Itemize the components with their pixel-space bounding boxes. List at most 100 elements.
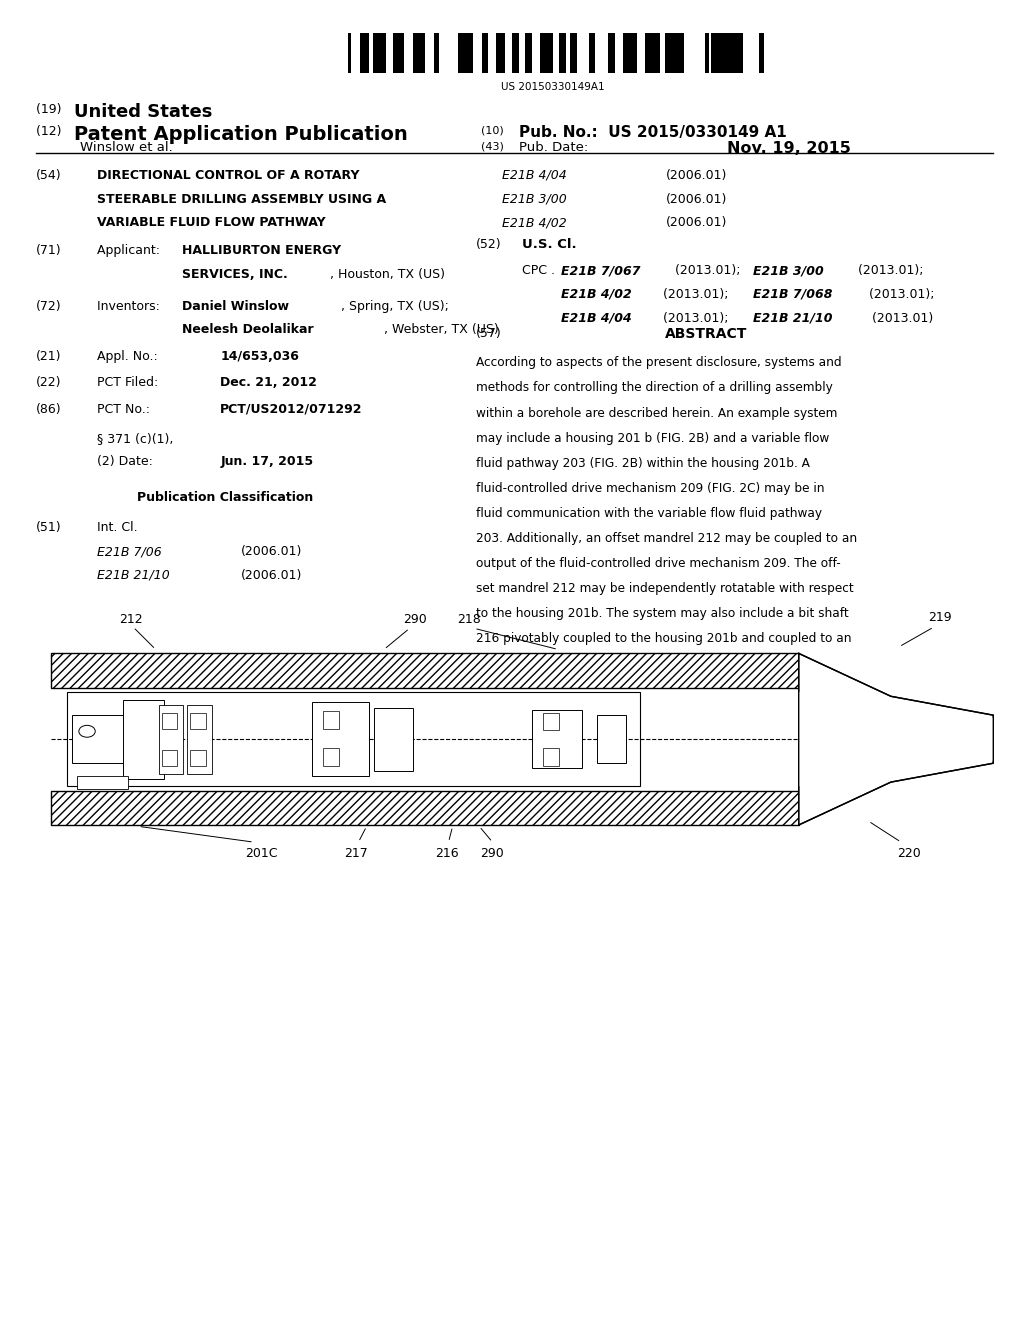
Bar	[551, 33, 553, 73]
Text: (21): (21)	[36, 350, 61, 363]
Text: methods for controlling the direction of a drilling assembly: methods for controlling the direction of…	[476, 381, 833, 395]
Text: (2006.01): (2006.01)	[241, 545, 302, 558]
Bar	[162, 713, 177, 729]
Bar	[422, 33, 425, 73]
Text: (71): (71)	[36, 244, 61, 257]
Bar	[162, 750, 177, 766]
Text: Pub. No.:  US 2015/0330149 A1: Pub. No.: US 2015/0330149 A1	[519, 125, 786, 140]
Bar	[611, 33, 614, 73]
Bar	[312, 702, 369, 776]
Bar	[434, 33, 439, 73]
Text: 220: 220	[897, 847, 922, 861]
Bar	[726, 33, 732, 73]
Bar	[461, 33, 463, 73]
Text: (2013.01): (2013.01)	[868, 312, 934, 325]
Text: set mandrel 212 may be independently rotatable with respect: set mandrel 212 may be independently rot…	[476, 582, 854, 595]
Text: E21B 3/00: E21B 3/00	[753, 264, 823, 277]
Text: , Spring, TX (US);: , Spring, TX (US);	[341, 300, 449, 313]
Bar	[516, 33, 519, 73]
Bar	[458, 33, 461, 73]
Text: may include a housing 201 b (FIG. 2B) and a variable flow: may include a housing 201 b (FIG. 2B) an…	[476, 432, 829, 445]
Text: Applicant:: Applicant:	[97, 244, 164, 257]
Text: (72): (72)	[36, 300, 61, 313]
Bar	[666, 33, 668, 73]
Bar	[532, 710, 582, 768]
Text: (52): (52)	[476, 238, 502, 251]
Bar	[573, 33, 577, 73]
Bar	[398, 33, 403, 73]
Text: Publication Classification: Publication Classification	[137, 491, 313, 504]
Text: (86): (86)	[36, 403, 61, 416]
Text: fluid communication with the variable flow fluid pathway: fluid communication with the variable fl…	[476, 507, 822, 520]
Text: Dec. 21, 2012: Dec. 21, 2012	[220, 376, 317, 389]
Bar	[348, 33, 350, 73]
Text: output of the fluid-controlled drive mechanism 209. The off-: output of the fluid-controlled drive mec…	[476, 557, 841, 570]
Bar	[467, 33, 473, 73]
Text: Appl. No.:: Appl. No.:	[97, 350, 158, 363]
Text: (2) Date:: (2) Date:	[97, 455, 154, 469]
Text: (2013.01);: (2013.01);	[659, 288, 733, 301]
Text: Neelesh Deolalikar: Neelesh Deolalikar	[182, 323, 314, 337]
Bar	[656, 33, 660, 73]
Text: 290: 290	[402, 612, 427, 626]
Text: ABSTRACT: ABSTRACT	[666, 327, 748, 342]
Bar	[732, 33, 738, 73]
Text: (2006.01): (2006.01)	[666, 216, 727, 230]
Text: E21B 3/00: E21B 3/00	[502, 193, 566, 206]
Bar	[187, 705, 212, 774]
Text: fluid-controlled drive mechanism 209 (FIG. 2C) may be in: fluid-controlled drive mechanism 209 (FI…	[476, 482, 824, 495]
Text: 212: 212	[119, 612, 143, 626]
Text: E21B 7/068: E21B 7/068	[753, 288, 833, 301]
Bar	[417, 33, 422, 73]
Text: (10): (10)	[481, 125, 508, 136]
Text: (22): (22)	[36, 376, 61, 389]
Bar	[377, 33, 383, 73]
Text: § 371 (c)(1),: § 371 (c)(1),	[97, 432, 174, 445]
Bar	[496, 33, 502, 73]
Text: According to aspects of the present disclosure, systems and: According to aspects of the present disc…	[476, 356, 842, 370]
Bar	[413, 33, 417, 73]
Text: PCT Filed:: PCT Filed:	[97, 376, 159, 389]
Bar	[711, 33, 717, 73]
Bar	[717, 33, 721, 73]
Text: (19): (19)	[36, 103, 66, 116]
Text: HALLIBURTON ENERGY: HALLIBURTON ENERGY	[182, 244, 341, 257]
Bar	[360, 33, 367, 73]
Bar	[67, 692, 640, 787]
Text: 218: 218	[457, 612, 481, 626]
Bar	[589, 33, 595, 73]
Text: E21B 4/02: E21B 4/02	[561, 288, 632, 301]
Bar	[512, 33, 516, 73]
Text: (2013.01);: (2013.01);	[659, 312, 733, 325]
Text: Inventors:: Inventors:	[97, 300, 164, 313]
Text: CPC .: CPC .	[522, 264, 563, 277]
Bar	[323, 711, 339, 729]
Text: Patent Application Publication: Patent Application Publication	[74, 125, 408, 144]
Bar	[159, 705, 183, 774]
Text: , Webster, TX (US): , Webster, TX (US)	[384, 323, 499, 337]
Bar	[367, 33, 370, 73]
Text: PCT/US2012/071292: PCT/US2012/071292	[220, 403, 362, 416]
Bar	[759, 33, 764, 73]
Bar	[51, 653, 799, 688]
Text: 217: 217	[344, 847, 369, 861]
Text: E21B 4/04: E21B 4/04	[502, 169, 566, 182]
Text: within a borehole are described herein. An example system: within a borehole are described herein. …	[476, 407, 838, 420]
Bar	[525, 33, 531, 73]
Text: SERVICES, INC.: SERVICES, INC.	[182, 268, 288, 281]
Bar	[77, 776, 128, 789]
Text: E21B 21/10: E21B 21/10	[97, 569, 170, 582]
Text: 290: 290	[479, 847, 504, 861]
Text: Jun. 17, 2015: Jun. 17, 2015	[220, 455, 313, 469]
Text: US 20150330149A1: US 20150330149A1	[501, 82, 605, 92]
Text: (54): (54)	[36, 169, 61, 182]
Text: 14/653,036: 14/653,036	[220, 350, 299, 363]
Text: E21B 21/10: E21B 21/10	[753, 312, 833, 325]
Text: 219: 219	[928, 611, 952, 624]
Text: (2013.01);: (2013.01);	[865, 288, 935, 301]
Text: E21B 7/067: E21B 7/067	[561, 264, 641, 277]
Text: Int. Cl.: Int. Cl.	[97, 521, 138, 535]
Text: (2006.01): (2006.01)	[241, 569, 302, 582]
Bar	[123, 700, 164, 779]
Text: PCT No.:: PCT No.:	[97, 403, 151, 416]
